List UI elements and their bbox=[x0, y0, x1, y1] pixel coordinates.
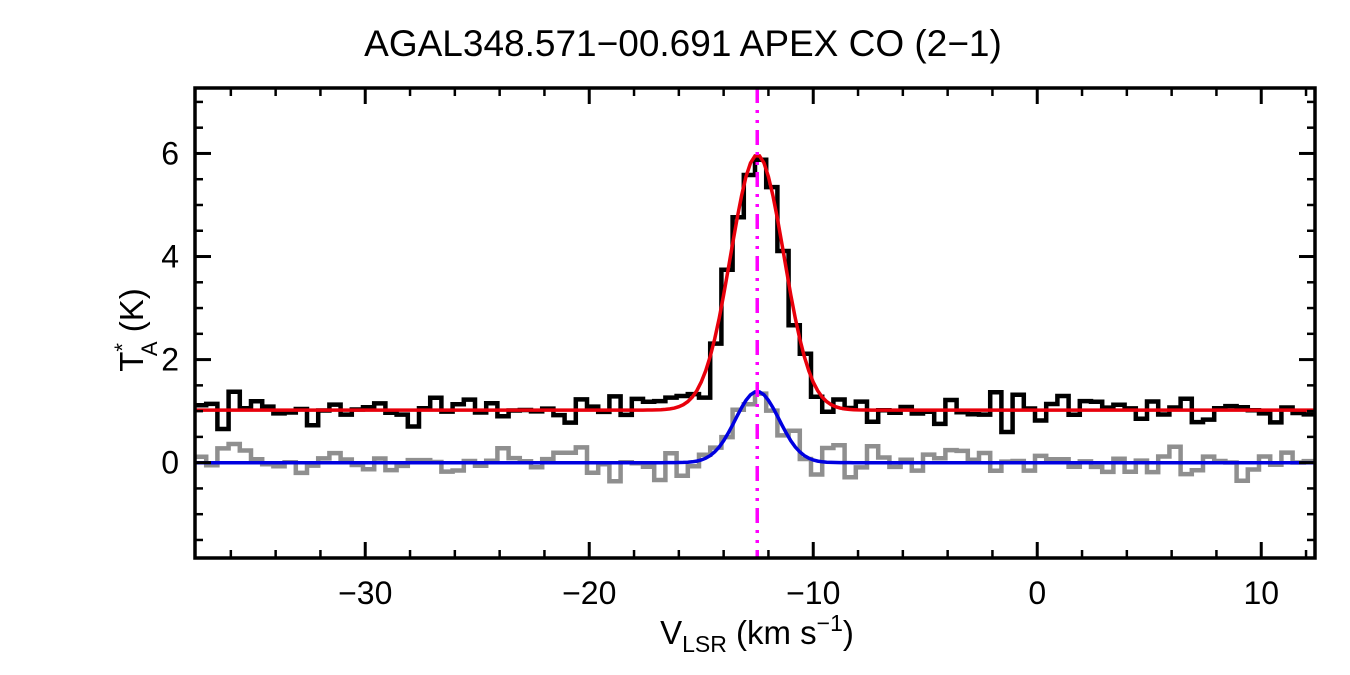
x-tick-label: 0 bbox=[1028, 575, 1046, 611]
co21-spectrum bbox=[195, 157, 1315, 435]
x-tick-label: −10 bbox=[786, 575, 840, 611]
y-tick-label: 0 bbox=[161, 445, 179, 481]
plot-frame bbox=[193, 86, 1317, 560]
x-axis-label: VLSR (km s−1) bbox=[660, 610, 854, 657]
gaussian-fit-main bbox=[195, 154, 1315, 412]
y-axis-label: T*A (K) bbox=[110, 288, 162, 372]
y-tick-label: 2 bbox=[161, 342, 179, 378]
y-tick-label: 4 bbox=[161, 239, 179, 275]
axis-layer: −30 −20 −10 0 10 0 2 4 6 bbox=[161, 86, 1317, 611]
gaussian-fit-residual bbox=[195, 390, 1315, 465]
plot-title: AGAL348.571−00.691 APEX CO (2−1) bbox=[364, 23, 1002, 64]
x-tick-label: −20 bbox=[562, 575, 616, 611]
x-tick-label: −30 bbox=[338, 575, 392, 611]
x-tick-label: 10 bbox=[1243, 575, 1279, 611]
y-tick-label: 6 bbox=[161, 135, 179, 171]
data-layer bbox=[195, 88, 1315, 558]
